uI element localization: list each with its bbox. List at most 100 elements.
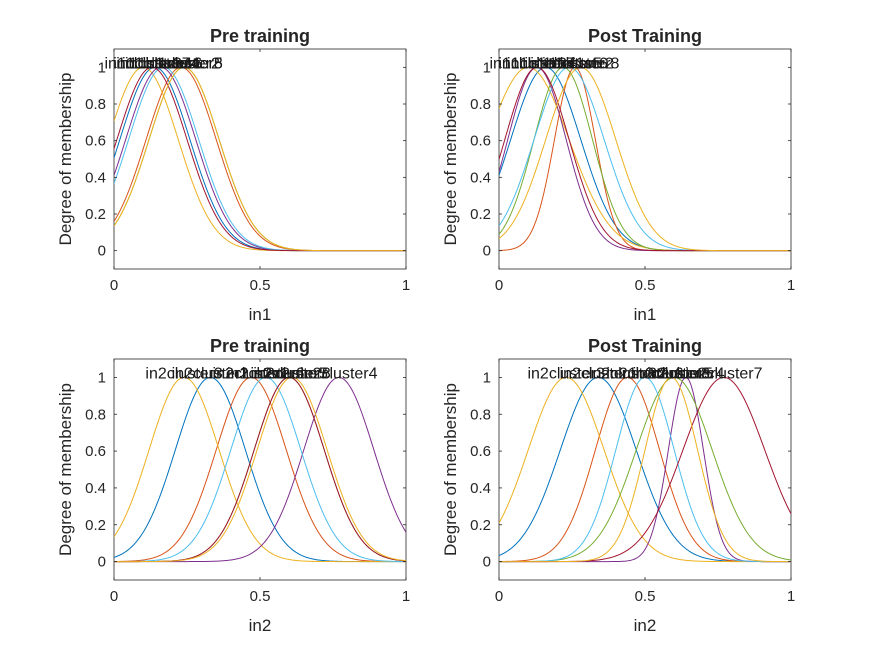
mf-label-in1cluster1: in1cluster1 [507, 55, 584, 72]
x-axis-label: in1 [249, 305, 272, 324]
x-axis-label: in2 [249, 616, 272, 635]
mf-label-in1cluster5: in1cluster5 [525, 55, 602, 72]
y-tick-label: 0.8 [470, 406, 491, 423]
series-group [499, 66, 791, 252]
y-tick-label: 0.8 [85, 406, 106, 423]
mf-label-in2cluster6: in2cluster6 [227, 365, 304, 382]
x-axis-label: in1 [634, 305, 657, 324]
mf-label-in1cluster3: in1cluster3 [490, 55, 567, 72]
mf-label-in1cluster8: in1cluster8 [145, 55, 222, 72]
y-tick-label: 0.2 [85, 206, 106, 223]
series-line-in1cluster8 [114, 66, 406, 252]
x-tick-label: 0 [495, 277, 503, 294]
mf-label-in1cluster2: in1cluster2 [142, 55, 219, 72]
y-tick-label: 0.4 [470, 480, 491, 497]
series-line-in2cluster3 [114, 376, 406, 563]
mf-label-in2cluster3: in2cluster3 [145, 365, 222, 382]
mf-label-in2cluster1: in2cluster1 [172, 365, 249, 382]
y-tick-label: 0 [483, 243, 491, 260]
plot-panel-1: in1cluster1in1cluster2in1cluster3in1clus… [56, 26, 410, 324]
x-tick-label: 1 [787, 588, 795, 605]
series-line-in2cluster2 [114, 376, 406, 563]
y-axis-label: Degree of membership [441, 383, 460, 556]
y-tick-label: 0.8 [85, 96, 106, 113]
mf-label-in1cluster5: in1cluster5 [145, 55, 222, 72]
chart-title: Pre training [210, 26, 310, 46]
mf-label-in1cluster8: in1cluster8 [542, 55, 619, 72]
mf-label-in1cluster7: in1cluster7 [498, 55, 575, 72]
y-tick-label: 1 [98, 369, 106, 386]
series-group [499, 376, 791, 563]
x-tick-label: 1 [402, 588, 410, 605]
y-tick-label: 0.6 [85, 443, 106, 460]
mf-label-in1cluster7: in1cluster7 [113, 55, 190, 72]
series-group [114, 66, 406, 252]
chart-title: Pre training [210, 336, 310, 356]
mf-label-in2cluster2: in2cluster2 [213, 365, 290, 382]
mf-label-in1cluster6: in1cluster6 [125, 55, 202, 72]
y-tick-label: 0.6 [85, 133, 106, 150]
mf-label-in2cluster1: in2cluster1 [560, 365, 637, 382]
mf-label-in2cluster7: in2cluster7 [685, 365, 762, 382]
y-tick-label: 1 [483, 369, 491, 386]
x-axis-label: in2 [634, 616, 657, 635]
series-line-in2cluster6 [114, 376, 406, 563]
y-tick-label: 0 [483, 554, 491, 571]
series-line-in1cluster8 [499, 66, 791, 252]
mf-label-in1cluster4: in1cluster4 [122, 55, 199, 72]
series-line-in2cluster3 [499, 376, 791, 563]
mf-label-in1cluster4: in1cluster4 [498, 55, 575, 72]
mf-label-in1cluster2: in1cluster2 [536, 55, 613, 72]
y-tick-label: 0.2 [470, 206, 491, 223]
chart-title: Post Training [588, 26, 702, 46]
x-tick-label: 0.5 [250, 588, 271, 605]
y-axis-label: Degree of membership [56, 73, 75, 246]
x-tick-label: 1 [787, 277, 795, 294]
mf-label-in2cluster2: in2cluster2 [589, 365, 666, 382]
chart-title: Post Training [588, 336, 702, 356]
plot-panel-2: in1cluster1in1cluster2in1cluster3in1clus… [441, 26, 795, 324]
y-tick-label: 0 [98, 554, 106, 571]
mf-label-in2cluster6: in2cluster6 [606, 365, 683, 382]
mf-label-in2cluster3: in2cluster3 [527, 365, 604, 382]
y-tick-label: 0.4 [85, 169, 106, 186]
series-line-in2cluster6 [499, 376, 791, 563]
mf-label-in2cluster8: in2cluster8 [633, 365, 710, 382]
x-tick-label: 0 [495, 588, 503, 605]
mf-label-in2cluster4: in2cluster4 [647, 365, 724, 382]
axes-box [498, 358, 792, 581]
mf-label-in1cluster3: in1cluster3 [105, 55, 182, 72]
x-tick-label: 0 [110, 588, 118, 605]
y-axis-label: Degree of membership [441, 73, 460, 246]
y-tick-label: 0.2 [85, 517, 106, 534]
y-tick-label: 0.2 [470, 517, 491, 534]
mf-label-in1cluster6: in1cluster6 [530, 55, 607, 72]
y-tick-label: 0.4 [470, 169, 491, 186]
y-tick-label: 0.6 [470, 443, 491, 460]
y-axis-label: Degree of membership [56, 383, 75, 556]
series-line-in2cluster8 [499, 376, 791, 563]
series-line-in2cluster8 [114, 376, 406, 563]
x-tick-label: 1 [402, 277, 410, 294]
y-tick-label: 0.6 [470, 133, 491, 150]
axes-box [498, 48, 792, 270]
x-tick-label: 0.5 [250, 277, 271, 294]
x-tick-label: 0 [110, 277, 118, 294]
axes-box [113, 48, 407, 270]
x-tick-label: 0.5 [635, 277, 656, 294]
mf-label-in2cluster7: in2cluster7 [251, 365, 328, 382]
series-group [114, 376, 406, 563]
x-tick-label: 0.5 [635, 588, 656, 605]
mf-label-in2cluster5: in2cluster5 [636, 365, 713, 382]
y-tick-label: 0 [98, 243, 106, 260]
mf-label-in1cluster1: in1cluster1 [116, 55, 193, 72]
y-tick-label: 1 [483, 59, 491, 76]
y-tick-label: 0.8 [470, 96, 491, 113]
y-tick-label: 1 [98, 59, 106, 76]
mf-label-in2cluster5: in2cluster5 [251, 365, 328, 382]
mf-label-in2cluster4: in2cluster4 [300, 365, 377, 382]
